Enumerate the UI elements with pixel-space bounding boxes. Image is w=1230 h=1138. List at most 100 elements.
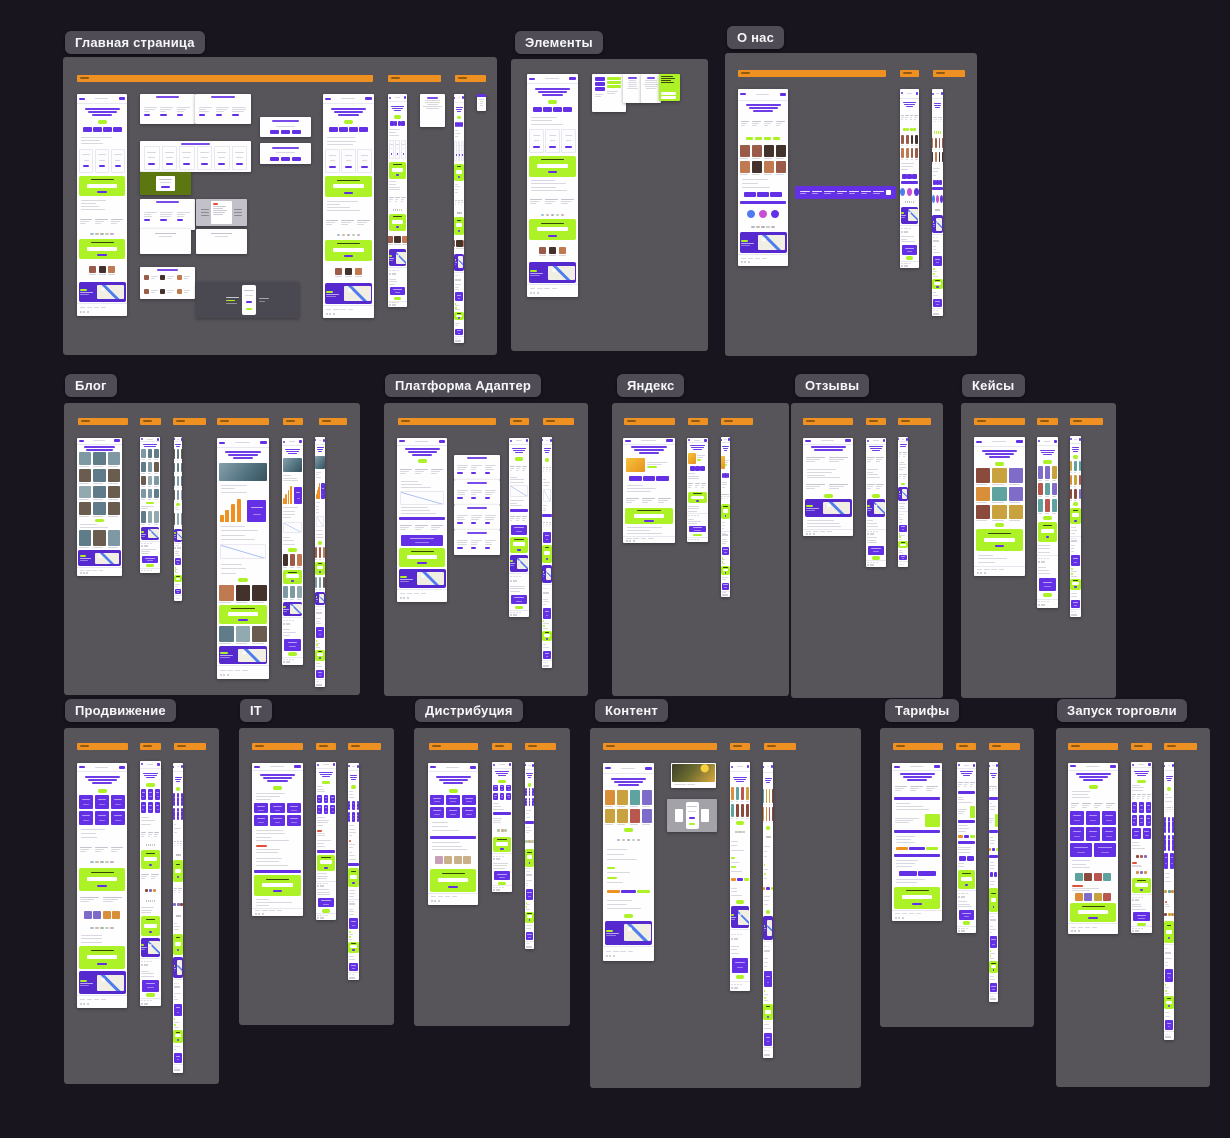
- section-frame-blog[interactable]: [64, 403, 360, 695]
- page-thumbnail-about-tablet[interactable]: [900, 89, 919, 268]
- device-frame-bar[interactable]: [348, 743, 381, 750]
- page-thumbnail-blank-card[interactable]: [196, 229, 247, 254]
- section-label-cases[interactable]: Кейсы: [962, 374, 1025, 397]
- page-thumbnail-reviews-mobile[interactable]: [898, 437, 908, 567]
- page-thumbnail-panel-buttons[interactable]: [260, 143, 311, 164]
- page-thumbnail-article-desktop[interactable]: [217, 438, 269, 679]
- page-thumbnail-promo-desktop[interactable]: [77, 763, 127, 1008]
- section-label-elements[interactable]: Элементы: [515, 31, 603, 54]
- page-thumbnail-article-tablet[interactable]: [282, 438, 303, 665]
- page-thumbnail-blank-card[interactable]: [140, 229, 191, 254]
- device-frame-bar[interactable]: [738, 70, 886, 77]
- device-frame-bar[interactable]: [803, 418, 853, 425]
- device-frame-bar[interactable]: [77, 743, 128, 750]
- page-thumbnail-platform-mobile[interactable]: [542, 437, 552, 668]
- device-frame-bar[interactable]: [764, 743, 796, 750]
- page-thumbnail-promo-tablet[interactable]: [140, 761, 161, 1006]
- device-frame-bar[interactable]: [603, 743, 717, 750]
- device-frame-bar[interactable]: [989, 743, 1020, 750]
- page-thumbnail-distrib-desktop[interactable]: [428, 763, 478, 905]
- page-thumbnail-mini-doc[interactable]: [641, 74, 661, 103]
- section-frame-reviews[interactable]: [791, 403, 943, 698]
- page-thumbnail-promo-mobile[interactable]: [173, 763, 183, 1073]
- section-label-distrib[interactable]: Дистрибуция: [415, 699, 523, 722]
- page-thumbnail-reviews-desktop[interactable]: [803, 438, 853, 536]
- page-thumbnail-it-tablet[interactable]: [316, 762, 336, 920]
- device-frame-bar[interactable]: [543, 418, 574, 425]
- page-thumbnail-cards-row[interactable]: [454, 530, 500, 555]
- page-thumbnail-launch-desktop[interactable]: [1068, 763, 1118, 934]
- section-label-blog[interactable]: Блог: [65, 374, 117, 397]
- page-thumbnail-yandex-tablet[interactable]: [687, 438, 708, 542]
- section-label-it[interactable]: IT: [240, 699, 272, 722]
- page-thumbnail-blog-mobile[interactable]: [174, 437, 182, 601]
- device-frame-bar[interactable]: [893, 743, 943, 750]
- page-thumbnail-about-desktop[interactable]: [738, 89, 788, 266]
- page-thumbnail-cases-mobile[interactable]: [1070, 436, 1081, 617]
- device-frame-bar[interactable]: [252, 743, 303, 750]
- page-thumbnail-home-tablet[interactable]: [388, 94, 407, 307]
- page-thumbnail-content-mobile[interactable]: [763, 762, 773, 1058]
- device-frame-bar[interactable]: [624, 418, 675, 425]
- page-thumbnail-content-tablet[interactable]: [730, 762, 750, 991]
- device-frame-bar[interactable]: [510, 418, 529, 425]
- page-thumbnail-team-card[interactable]: [140, 267, 195, 299]
- page-thumbnail-yandex-mobile[interactable]: [721, 437, 730, 597]
- page-thumbnail-modal-gray[interactable]: [667, 799, 717, 832]
- page-thumbnail-cases-tablet[interactable]: [1037, 437, 1058, 608]
- device-frame-bar[interactable]: [933, 70, 965, 77]
- section-label-home[interactable]: Главная страница: [65, 31, 205, 54]
- page-thumbnail-mini-mobile[interactable]: [477, 94, 486, 111]
- device-frame-bar[interactable]: [173, 418, 206, 425]
- page-thumbnail-carousel-strip[interactable]: [140, 141, 251, 172]
- page-thumbnail-panel-buttons[interactable]: [260, 117, 311, 137]
- device-frame-bar[interactable]: [77, 75, 373, 82]
- device-frame-bar[interactable]: [730, 743, 750, 750]
- page-thumbnail-cases-desktop[interactable]: [974, 437, 1025, 576]
- page-thumbnail-it-desktop[interactable]: [252, 763, 303, 916]
- device-frame-bar[interactable]: [1164, 743, 1197, 750]
- device-frame-bar[interactable]: [140, 743, 161, 750]
- section-label-promo[interactable]: Продвижение: [65, 699, 176, 722]
- section-frame-distrib[interactable]: [414, 728, 570, 1026]
- section-label-pricing[interactable]: Тарифы: [885, 699, 960, 722]
- device-frame-bar[interactable]: [78, 418, 128, 425]
- section-frame-about[interactable]: [725, 53, 977, 356]
- device-frame-bar[interactable]: [1068, 743, 1118, 750]
- section-frame-platform[interactable]: [384, 403, 588, 696]
- device-frame-bar[interactable]: [492, 743, 512, 750]
- section-frame-launch[interactable]: [1056, 728, 1210, 1087]
- device-frame-bar[interactable]: [688, 418, 708, 425]
- page-thumbnail-blog-desktop[interactable]: [77, 438, 122, 576]
- page-thumbnail-pricing-desktop[interactable]: [892, 763, 942, 921]
- device-frame-bar[interactable]: [974, 418, 1025, 425]
- device-frame-bar[interactable]: [898, 418, 931, 425]
- page-thumbnail-distrib-tablet[interactable]: [492, 762, 512, 892]
- page-thumbnail-article-mobile[interactable]: [315, 437, 325, 687]
- device-frame-bar[interactable]: [316, 743, 336, 750]
- section-label-platform[interactable]: Платформа Адаптер: [385, 374, 542, 397]
- device-frame-bar[interactable]: [319, 418, 347, 425]
- device-frame-bar[interactable]: [283, 418, 303, 425]
- page-thumbnail-blog-tablet[interactable]: [140, 437, 160, 573]
- page-thumbnail-platform-desktop[interactable]: [397, 438, 447, 602]
- section-label-yandex[interactable]: Яндекс: [617, 374, 685, 397]
- page-thumbnail-home-desktop[interactable]: [323, 94, 374, 318]
- page-thumbnail-pricing-tablet[interactable]: [957, 762, 976, 933]
- device-frame-bar[interactable]: [1131, 743, 1152, 750]
- device-frame-bar[interactable]: [217, 418, 269, 425]
- page-thumbnail-olive-banner[interactable]: [140, 172, 191, 195]
- page-thumbnail-purple-strip[interactable]: [795, 186, 897, 199]
- page-thumbnail-cards-row[interactable]: [454, 505, 500, 530]
- page-thumbnail-modal-dark[interactable]: [196, 282, 300, 318]
- page-thumbnail-reviews-tablet[interactable]: [866, 438, 886, 567]
- device-frame-bar[interactable]: [429, 743, 478, 750]
- page-thumbnail-photo-card[interactable]: [671, 763, 716, 788]
- device-frame-bar[interactable]: [455, 75, 486, 82]
- section-frame-home[interactable]: [63, 57, 497, 355]
- device-frame-bar[interactable]: [866, 418, 886, 425]
- device-frame-bar[interactable]: [525, 743, 556, 750]
- page-thumbnail-green-card[interactable]: [659, 74, 680, 101]
- page-thumbnail-cards-row[interactable]: [195, 94, 251, 124]
